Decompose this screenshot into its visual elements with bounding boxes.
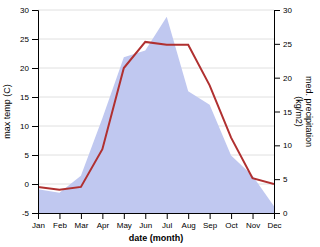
tick: 25 [20,35,38,44]
precip-area [38,17,274,213]
tick: Feb [53,213,67,230]
tick-label: 30 [283,6,292,15]
tick-mark [274,44,280,45]
tick-label: -5 [22,209,30,218]
tick: Jun [139,213,152,230]
tick: 5 [25,151,38,160]
grid [38,10,274,213]
tick-mark [32,213,38,214]
tick-label: Oct [225,221,238,230]
grid-line [38,10,274,11]
tick-label: 20 [283,74,292,83]
y2-axis-title-line: (kg/m2) [294,96,304,127]
tick-mark [274,78,280,79]
tick-label: 10 [283,141,292,150]
tick-mark [274,112,280,113]
tick-mark [81,213,82,219]
plot: Jan Feb Mar Apr May Jun Jul Aug Sep Oct Nov Dec -5 0 5… [20,6,292,230]
tick: Oct [225,213,238,230]
tick: Jan [32,213,45,230]
y2-axis-title-line: med. precipitation [304,76,314,147]
tick-label: 0 [25,180,30,189]
tick-mark [32,184,38,185]
tick-mark [210,213,211,219]
tick-label: 15 [20,93,29,102]
tick: 0 [25,180,38,189]
tick-label: 0 [283,209,288,218]
tick-label: Sep [203,221,218,230]
temp-line [38,42,274,190]
tick: Aug [182,213,196,230]
tick-label: 25 [283,40,292,49]
tick: 15 [274,108,292,117]
tick: 20 [274,74,292,83]
tick-mark [167,213,168,219]
tick-label: 10 [20,122,29,131]
tick-label: 30 [20,6,29,15]
tick: 10 [274,141,292,150]
tick: Apr [97,213,110,230]
tick: Sep [203,213,218,230]
y2-axis-title: med. precipitation(kg/m2) [294,76,314,147]
tick: 10 [20,122,38,131]
y-axis: -5 0 5 10 15 20 25 30 [20,6,38,218]
tick-label: Jul [162,221,172,230]
tick-mark [32,97,38,98]
tick-label: Jun [139,221,152,230]
tick: 0 [274,209,288,218]
tick: 25 [274,40,292,49]
chart: Jan Feb Mar Apr May Jun Jul Aug Sep Oct Nov Dec -5 0 5… [0,0,320,247]
tick: Mar [75,213,89,230]
tick: 30 [20,6,38,15]
tick-mark [253,213,254,219]
tick-label: 5 [283,175,288,184]
tick-label: 25 [20,35,29,44]
tick: Dec [267,213,281,230]
tick-mark [59,213,60,219]
tick: Jul [162,213,172,230]
tick-label: Mar [75,221,89,230]
y2-axis: 0 5 10 15 20 25 30 [274,6,292,218]
x-axis: Jan Feb Mar Apr May Jun Jul Aug Sep Oct Nov Dec [32,213,282,230]
tick-label: May [117,221,132,230]
tick-mark [32,68,38,69]
tick-mark [102,213,103,219]
tick: 30 [274,6,292,15]
tick-mark [274,213,280,214]
tick-label: 20 [20,64,29,73]
x-axis-title: date (month) [129,233,184,243]
tick-mark [145,213,146,219]
axis-line [39,214,275,220]
tick: Nov [246,213,260,230]
tick-label: Feb [53,221,67,230]
y-axis-title: max temp (C) [2,84,12,139]
tick-label: Dec [267,221,281,230]
tick-mark [188,213,189,219]
tick-label: 5 [25,151,30,160]
tick-mark [274,145,280,146]
tick: 20 [20,64,38,73]
tick-label: 15 [283,108,292,117]
tick-mark [32,155,38,156]
tick-mark [124,213,125,219]
tick-label: Jan [32,221,45,230]
tick-mark [231,213,232,219]
tick-mark [32,126,38,127]
tick: -5 [22,209,38,218]
tick-mark [32,10,38,11]
axis-line [32,11,39,214]
tick-label: Apr [97,221,110,230]
tick: 5 [274,175,288,184]
tick: 15 [20,93,38,102]
tick-mark [274,179,280,180]
marks [38,17,274,213]
axis-line [275,11,281,214]
tick: May [117,213,132,230]
tick-mark [274,10,280,11]
tick-label: Nov [246,221,260,230]
tick-label: Aug [182,221,196,230]
tick-mark [32,39,38,40]
